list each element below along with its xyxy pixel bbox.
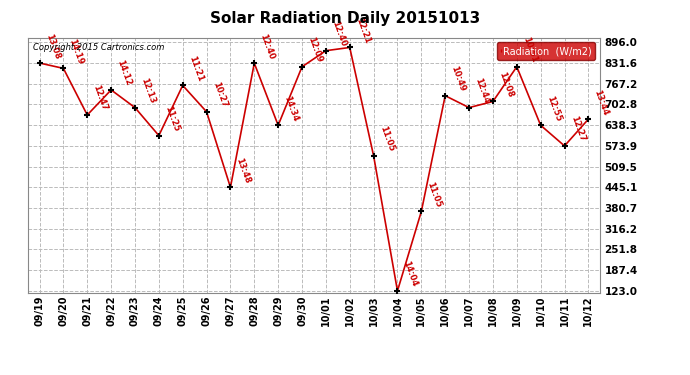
Text: 12:13: 12:13 <box>139 76 157 105</box>
Text: 11:21: 11:21 <box>187 54 204 82</box>
Text: 12:09: 12:09 <box>306 36 324 64</box>
Text: 12:47: 12:47 <box>91 84 109 112</box>
Text: 12:40: 12:40 <box>330 20 348 48</box>
Text: Copyright 2015 Cartronics.com: Copyright 2015 Cartronics.com <box>33 43 165 52</box>
Text: 10:51: 10:51 <box>521 36 539 64</box>
Text: 14:34: 14:34 <box>282 94 300 123</box>
Text: 13:44: 13:44 <box>593 88 610 116</box>
Text: 12:27: 12:27 <box>569 115 586 143</box>
Text: 13:48: 13:48 <box>235 156 252 184</box>
Text: 12:44: 12:44 <box>473 76 491 105</box>
Text: 12:55: 12:55 <box>545 94 562 123</box>
Text: 12:40: 12:40 <box>259 32 276 60</box>
Text: 14:04: 14:04 <box>402 260 420 288</box>
Text: 14:19: 14:19 <box>68 38 85 66</box>
Text: 14:12: 14:12 <box>115 59 133 87</box>
Text: 12:21: 12:21 <box>354 16 371 45</box>
Text: 11:25: 11:25 <box>163 105 181 133</box>
Text: 11:05: 11:05 <box>377 125 395 153</box>
Text: 13:08: 13:08 <box>43 32 61 60</box>
Text: 10:49: 10:49 <box>449 65 467 93</box>
Text: 11:05: 11:05 <box>426 180 443 209</box>
Text: 10:27: 10:27 <box>210 81 228 109</box>
Legend: Radiation  (W/m2): Radiation (W/m2) <box>497 42 595 60</box>
Text: Solar Radiation Daily 20151013: Solar Radiation Daily 20151013 <box>210 11 480 26</box>
Text: 12:08: 12:08 <box>497 70 515 99</box>
